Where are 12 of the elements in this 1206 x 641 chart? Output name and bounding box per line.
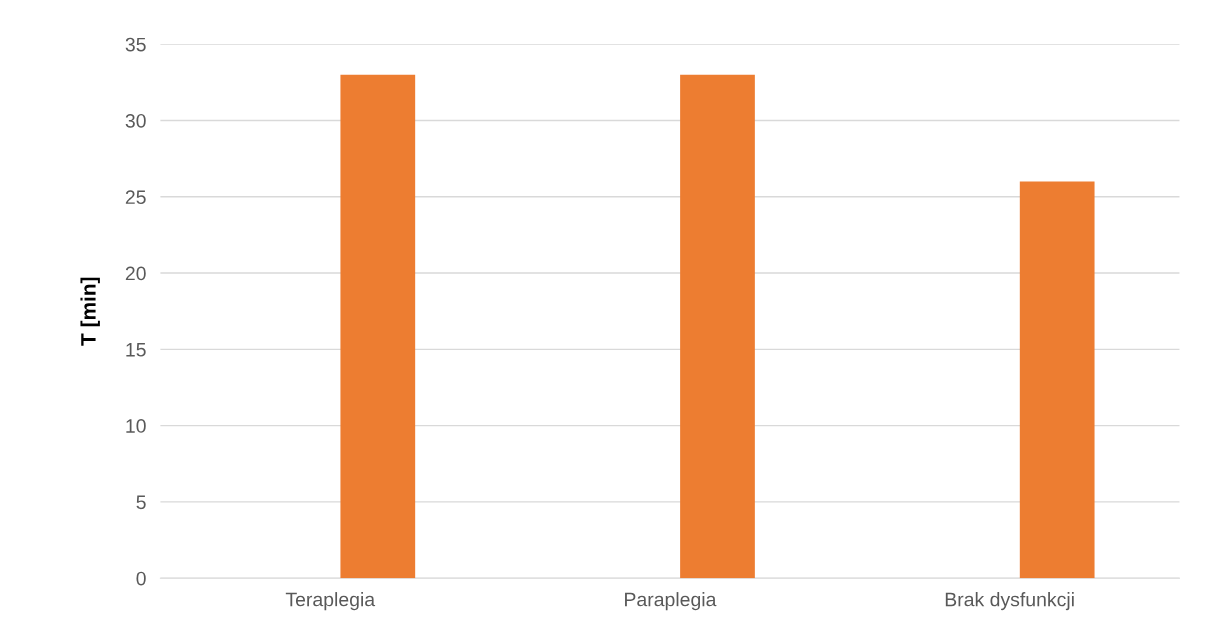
y-tick-label: 0: [136, 571, 146, 586]
y-tick-label: 20: [125, 266, 146, 281]
x-tick-label: Paraplegia: [625, 592, 717, 611]
y-tick-label: 35: [125, 37, 146, 52]
y-axis-title: T [min]: [80, 277, 100, 346]
x-tick-label: Teraplegia: [285, 592, 376, 611]
y-tick-label: 5: [136, 495, 146, 510]
y-tick-label: 15: [126, 343, 146, 357]
y-tick-label: 30: [125, 113, 146, 128]
y-tick-label: 10: [126, 419, 146, 433]
x-tick-label: Brak dysfunkcji: [945, 592, 1074, 611]
y-tick-label: 25: [125, 190, 146, 205]
